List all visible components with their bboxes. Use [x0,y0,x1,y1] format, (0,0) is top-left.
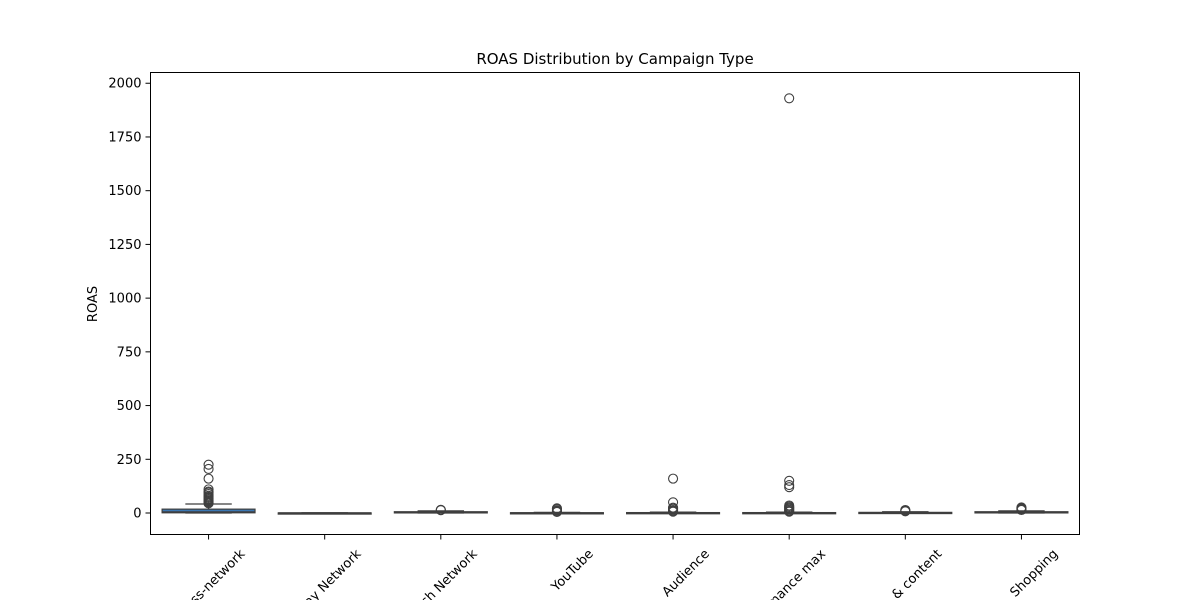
outlier-point [203,459,214,470]
box-group-0 [161,459,256,514]
x-tick-label: Audience [660,547,713,600]
y-tick-label: 0 [133,507,141,522]
plot-area: 0 250 500 750 1000 1250 1500 1750 2000 ss-network… [108,77,1069,600]
outlier-point [435,504,446,515]
x-tick-label: YouTube [548,547,597,596]
box-group-5 [742,93,837,517]
box-iqr [161,508,256,514]
outlier-point [668,473,679,484]
outlier-point [784,93,795,104]
x-tick-label: mance max [764,547,829,600]
box-group-7 [974,502,1069,516]
outlier-point [203,484,214,495]
x-tick-label: ss-network [188,546,249,600]
x-tick-label: & content [889,547,945,600]
y-tick-label: 1000 [108,292,141,307]
box-group-6 [858,504,953,517]
outlier-point [784,480,795,491]
x-tick-label: ch Network [418,546,481,600]
y-tick-label: 500 [117,399,142,414]
box-group-1 [277,512,372,515]
y-tick-label: 1750 [108,130,141,145]
outlier-point [668,502,679,513]
y-tick-label: 750 [117,345,142,360]
outlier-point [1016,502,1027,513]
box-group-3 [509,503,604,517]
y-tick-label: 2000 [108,77,141,92]
axes-frame [150,72,1080,535]
y-tick-label: 250 [117,453,142,468]
y-tick-label: 1250 [108,238,141,253]
y-tick-label: 1500 [108,184,141,199]
y-axis-title: ROAS [86,286,101,322]
outlier-point [551,503,562,514]
x-tick-label: ay Network [302,546,365,600]
x-tick-label: Shopping [1007,547,1061,600]
outlier-point [668,497,679,508]
chart-title: ROAS Distribution by Campaign Type [476,50,753,68]
outlier-point [784,500,795,511]
outlier-point [900,504,911,516]
box-group-2 [393,504,488,516]
outlier-point [203,473,214,484]
outlier-point [784,475,795,486]
outlier-point [203,463,214,475]
box-group-4 [626,473,721,517]
